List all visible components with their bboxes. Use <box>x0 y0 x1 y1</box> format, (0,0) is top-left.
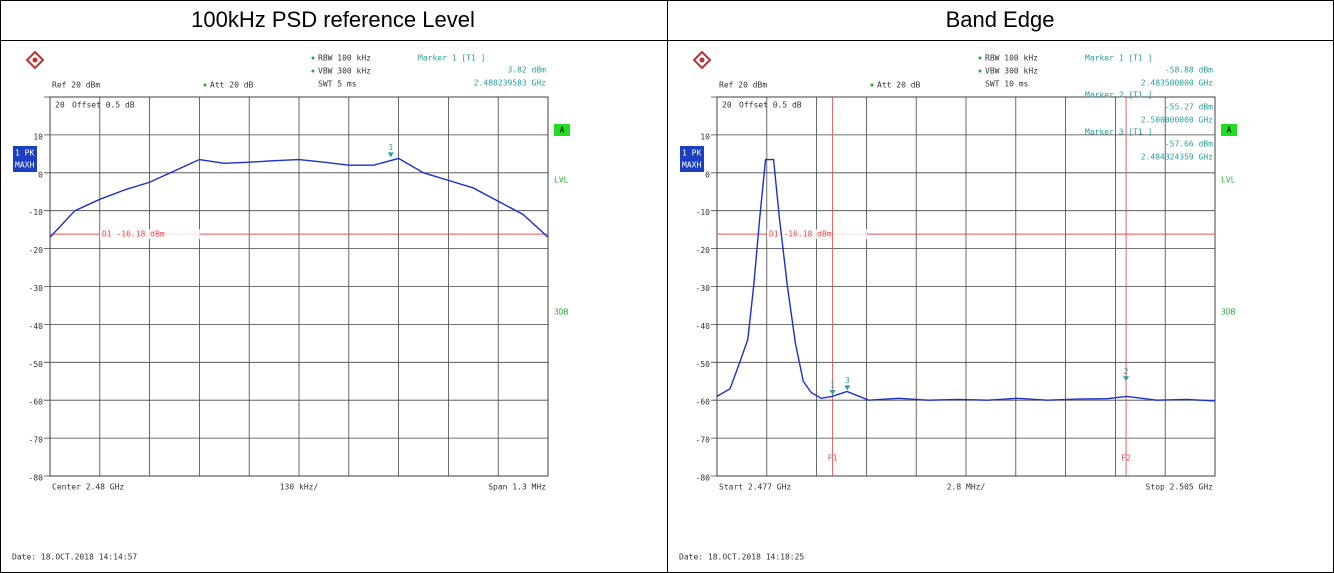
y-tick-label: -70 <box>29 436 44 445</box>
trace-label: MAXH <box>15 161 34 170</box>
marker-freq: 2.484324359 GHz <box>1141 153 1213 162</box>
logo-dot <box>699 57 705 63</box>
trace-label: 1 PK <box>15 149 34 158</box>
y-tick-label: -70 <box>696 436 711 445</box>
y-tick-label: -20 <box>29 246 44 255</box>
att-label: Att 20 dB <box>210 81 254 90</box>
marker-label: Marker 1 [T1 ] <box>1085 54 1152 63</box>
setting-star <box>870 83 874 87</box>
ref-label: Ref 20 dBm <box>719 81 767 90</box>
marker <box>1123 376 1130 382</box>
side-box <box>1221 124 1237 136</box>
trace <box>716 158 1216 402</box>
marker-id: 1 <box>388 143 393 152</box>
side-label: 3DB <box>554 308 569 317</box>
y-tick-label: 20 <box>55 101 65 110</box>
rbw-label: RBW 100 kHz <box>318 54 371 63</box>
setting-star <box>978 56 982 60</box>
y-tick-label: -60 <box>29 398 44 407</box>
display-label-bg <box>100 229 200 240</box>
vbw-label: VBW 300 kHz <box>318 67 371 76</box>
y-tick-label: 0 <box>38 170 43 179</box>
y-tick-label: -10 <box>696 208 711 217</box>
ref-label: Ref 20 dBm <box>52 81 100 90</box>
marker-label: Marker 3 [T1 ] <box>1085 128 1152 137</box>
marker-label: Marker 2 [T1 ] <box>1085 91 1152 100</box>
side-label: A <box>1227 126 1232 135</box>
y-tick-label: -80 <box>696 474 711 483</box>
side-label: LVL <box>554 176 569 185</box>
marker-value: -58.88 dBm <box>1165 66 1213 75</box>
marker <box>387 152 394 158</box>
trace-box <box>13 146 37 172</box>
display-label-bg <box>767 229 867 240</box>
marker-value: 3.82 dBm <box>507 66 546 75</box>
marker-id: 1 <box>830 380 835 389</box>
vbw-label: VBW 300 kHz <box>985 67 1038 76</box>
marker-label: Marker 1 [T1 ] <box>418 54 485 63</box>
y-tick-label: -10 <box>29 208 44 217</box>
rbw-label: RBW 100 kHz <box>985 54 1038 63</box>
marker-freq: 2.500000000 GHz <box>1141 116 1213 125</box>
y-tick-label: 0 <box>705 170 710 179</box>
offset-label: Offset 0.5 dB <box>739 101 802 110</box>
offset-label: Offset 0.5 dB <box>72 101 135 110</box>
x-axis-label: Span 1.3 MHz <box>488 483 546 492</box>
setting-star <box>978 69 982 73</box>
setting-star <box>311 56 315 60</box>
trace-label: 1 PK <box>682 149 701 158</box>
side-label: 3DB <box>1221 308 1236 317</box>
trace <box>49 157 549 238</box>
freq-line-label: F1 <box>828 454 838 463</box>
y-tick-label: 20 <box>722 101 732 110</box>
swt-label: SWT 5 ms <box>318 80 357 89</box>
x-axis-label: Start 2.477 GHz <box>719 483 791 492</box>
marker-freq: 2.480239583 GHz <box>474 79 546 88</box>
y-tick-label: 10 <box>33 132 43 141</box>
y-tick-label: -40 <box>29 322 44 331</box>
y-tick-label: 10 <box>700 132 710 141</box>
freq-line-label: F2 <box>1121 454 1131 463</box>
setting-star <box>311 69 315 73</box>
y-tick-label: -60 <box>696 398 711 407</box>
x-axis-label: 130 kHz/ <box>280 483 319 492</box>
y-tick-label: -40 <box>696 322 711 331</box>
panel-title: Band Edge <box>946 7 1055 32</box>
display-line-label: D1 -16.18 dBm <box>769 230 832 239</box>
x-axis-label: 2.8 MHz/ <box>947 483 986 492</box>
display-line-label: D1 -16.18 dBm <box>102 230 165 239</box>
marker-value: -57.66 dBm <box>1165 140 1213 149</box>
marker <box>829 389 836 395</box>
setting-star <box>203 83 207 87</box>
marker-id: 3 <box>845 376 850 385</box>
marker-freq: 2.483500000 GHz <box>1141 79 1213 88</box>
marker-value: -55.27 dBm <box>1165 103 1213 112</box>
y-tick-label: -50 <box>29 360 44 369</box>
y-tick-label: -30 <box>696 284 711 293</box>
y-tick-label: -20 <box>696 246 711 255</box>
side-label: LVL <box>1221 176 1236 185</box>
date-label: Date: 18.OCT.2018 14:14:57 <box>12 553 137 562</box>
trace-box <box>680 146 704 172</box>
logo-dot <box>32 57 38 63</box>
y-tick-label: -50 <box>696 360 711 369</box>
y-tick-label: -30 <box>29 284 44 293</box>
swt-label: SWT 10 ms <box>985 80 1029 89</box>
y-tick-label: -80 <box>29 474 44 483</box>
marker <box>844 385 851 391</box>
side-label: A <box>560 126 565 135</box>
trace-label: MAXH <box>682 161 701 170</box>
x-axis-label: Stop 2.505 GHz <box>1146 483 1214 492</box>
att-label: Att 20 dB <box>877 81 921 90</box>
x-axis-label: Center 2.48 GHz <box>52 483 124 492</box>
side-box <box>554 124 570 136</box>
panel-title: 100kHz PSD reference Level <box>191 7 475 32</box>
date-label: Date: 18.OCT.2018 14:18:25 <box>679 553 804 562</box>
marker-id: 2 <box>1124 367 1129 376</box>
